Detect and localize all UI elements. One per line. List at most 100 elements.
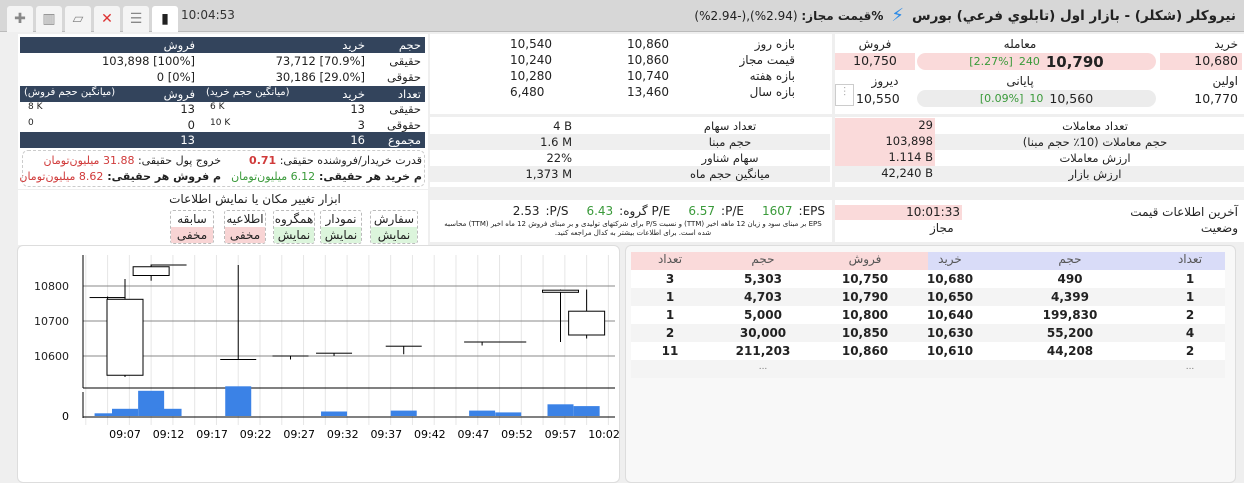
add-button[interactable]: ✚ <box>7 6 33 32</box>
note-button[interactable]: ▱ <box>65 6 91 32</box>
buyer-power: قدرت خریدار/فروشنده حقیقی: 0.71 <box>231 154 422 168</box>
ob-cell: 10,680 <box>926 272 974 286</box>
state-value: مجاز <box>930 221 954 235</box>
ob-cell: 1 <box>665 290 675 304</box>
ob-cell: 10,630 <box>926 326 974 340</box>
header-sell: فروش <box>163 38 195 52</box>
share-stat-label: میانگین حجم ماه <box>689 167 771 181</box>
pe-value: 6.57 <box>688 204 716 218</box>
ob-cell: 2 <box>665 326 675 340</box>
money-flow-box: قدرت خریدار/فروشنده حقیقی: 0.71 خروج پول… <box>19 150 425 187</box>
x-tick-label: 09:37 <box>370 428 402 441</box>
y-tick-label: 10700 <box>34 315 69 328</box>
ob-header-buy: حجم <box>1058 252 1082 266</box>
ob-cell: 5,303 <box>744 272 782 286</box>
ob-cell: 10,800 <box>841 308 889 322</box>
y-tick-label: 10600 <box>34 350 69 363</box>
volume-buy: 30,186 [29.0%] <box>275 70 365 84</box>
chart-bars-button[interactable]: ▮ <box>152 6 178 32</box>
ob-cell: ... <box>758 362 768 372</box>
group-pe-value: 6.43 <box>586 204 614 218</box>
ob-cell: 211,203 <box>735 344 791 358</box>
calculator-button[interactable]: ▥ <box>36 6 62 32</box>
x-tick-label: 10:02 <box>588 428 620 441</box>
ranges-panel <box>430 34 832 114</box>
tool-toggle-3[interactable]: همگروه نمایش <box>273 210 315 244</box>
ob-cell: 4,703 <box>744 290 782 304</box>
candle-body <box>542 289 579 293</box>
order-book-row[interactable] <box>631 270 1225 288</box>
order-book-row[interactable] <box>631 288 1225 306</box>
total-buy: 16 <box>350 133 365 147</box>
tool-state: نمایش <box>274 227 314 243</box>
trade-stat-label: تعداد معاملات <box>1062 119 1128 133</box>
order-book-row[interactable] <box>631 360 1225 378</box>
ob-cell: 4 <box>1185 326 1195 340</box>
volume-sell: 0 [0%] <box>156 70 195 84</box>
chart-bars-icon: ▮ <box>161 11 169 27</box>
volume-bar <box>225 386 252 416</box>
per-buy: م خرید هر حقیقی: 6.12 میلیون‌تومان <box>231 170 422 184</box>
ob-cell: 44,208 <box>1046 344 1094 358</box>
tool-toggle-4[interactable]: اطلاعیه مخفی <box>224 210 266 244</box>
volume-label: حقیقی <box>389 54 421 68</box>
title-area: نیروکلر (شکلر) - بازار اول (تابلوي فرعي)… <box>694 5 1236 26</box>
candle-body <box>316 352 353 354</box>
range-low: 10,240 <box>510 53 552 67</box>
money-outflow-value: 31.88 میلیون‌تومان <box>43 154 135 167</box>
candle-body <box>150 264 187 266</box>
candle-body <box>568 310 606 336</box>
ps-value: 2.53 <box>512 204 540 218</box>
trade-stat-row: تعداد معاملات 29 <box>835 118 1244 134</box>
close-label: پایانی <box>1006 74 1034 88</box>
filter-settings-icon[interactable]: ⫶ <box>835 84 854 106</box>
tool-label: نمودار <box>325 212 357 226</box>
share-stat-row: سهام شناور 22% <box>430 150 830 166</box>
order-book-row[interactable] <box>631 342 1225 360</box>
tool-toggle-2[interactable]: نمودار نمایش <box>320 210 362 244</box>
count-avg-buy: 6 K <box>210 102 225 112</box>
close-change: 10 <box>1029 92 1044 105</box>
ob-sell-header-bg <box>631 252 928 270</box>
first-label: اولین <box>1212 74 1238 88</box>
best-sell-price: 10,750 <box>835 53 915 70</box>
ob-cell: 10,650 <box>926 290 974 304</box>
buyer-power-label: قدرت خریدار/فروشنده حقیقی: <box>279 154 422 167</box>
ob-cell: 30,000 <box>739 326 787 340</box>
trade-stat-label: ارزش بازار <box>1068 167 1122 181</box>
order-book-row[interactable] <box>631 306 1225 324</box>
count-label: حقوقی <box>387 118 421 132</box>
symbol-title: نیروکلر (شکلر) - بازار اول (تابلوي فرعي)… <box>912 7 1236 24</box>
sell-label: فروش <box>858 37 892 51</box>
header-count: تعداد <box>397 87 421 101</box>
ob-header-sell: حجم <box>751 252 775 266</box>
header-count-buy: خرید <box>342 87 365 101</box>
x-tick-label: 09:57 <box>545 428 577 441</box>
tool-toggle-5[interactable]: سابقه مخفی <box>170 210 214 244</box>
volume-sell: 103,898 [100%] <box>101 54 195 68</box>
volume-label: حقوقی <box>387 70 421 84</box>
header-count-sell: فروش <box>163 87 195 101</box>
range-label: قیمت مجاز <box>739 53 795 67</box>
count-buy: 13 <box>350 102 365 116</box>
order-book-row[interactable] <box>631 324 1225 342</box>
header-avg-sell: (میانگین حجم فروش) <box>24 87 116 98</box>
tool-state: مخفی <box>225 227 265 243</box>
tool-toggle-1[interactable]: سفارش نمایش <box>370 210 418 244</box>
ratios-panel <box>430 200 832 242</box>
count-row: حقوقی 3 10 K 0 0 <box>20 117 425 133</box>
list-button[interactable]: ☰ <box>123 6 149 32</box>
indicator-button[interactable]: ✕ <box>94 6 120 32</box>
count-avg-sell: 8 K <box>28 102 43 112</box>
total-sell: 13 <box>180 133 195 147</box>
candle-body <box>272 355 309 357</box>
ob-cell: 10,640 <box>926 308 974 322</box>
trade-stat-label: ارزش معاملات <box>1059 151 1131 165</box>
price-limit: %قیمت مجاز: (2.94%),(-2.94%) <box>694 9 883 23</box>
share-stat-row: حجم مبنا 1.6 M <box>430 134 830 150</box>
share-stat-value: 1,373 M <box>525 167 573 181</box>
last-update-label: آخرین اطلاعات قیمت <box>1130 205 1238 219</box>
share-stat-value: 22% <box>546 151 572 165</box>
per-sell-label: م فروش هر حقیقی: <box>107 169 222 183</box>
